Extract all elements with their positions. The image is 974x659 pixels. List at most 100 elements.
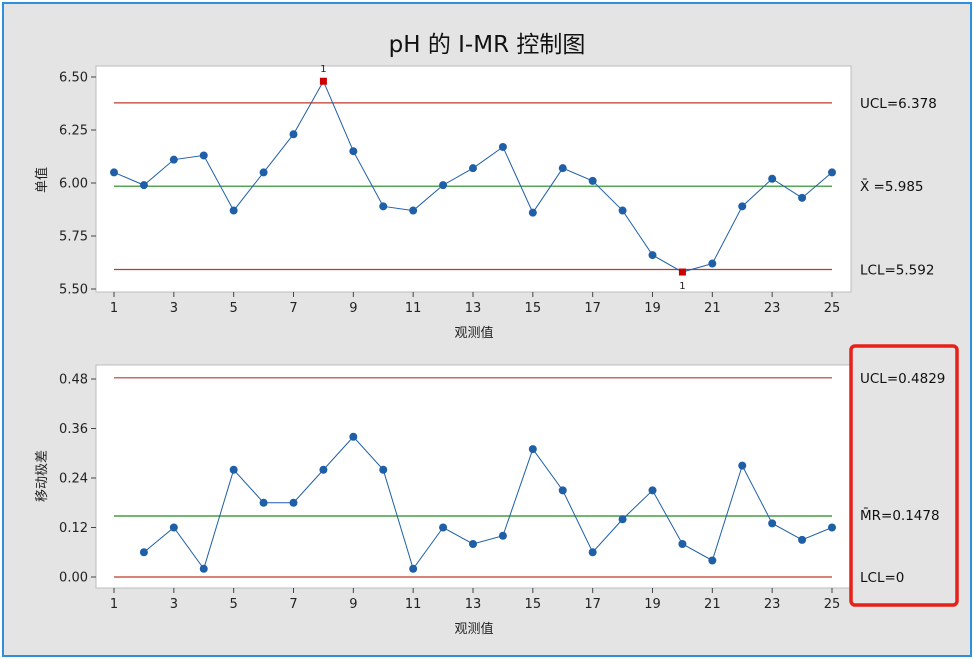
moving-range-x-tick-label: 5 (230, 597, 238, 612)
moving-range-data-point (319, 465, 328, 474)
highlight-box (849, 344, 959, 607)
individuals-data-point (828, 168, 836, 177)
moving-range-data-point (379, 465, 388, 474)
individuals-data-point (169, 155, 178, 164)
moving-range-data-point (469, 540, 477, 548)
moving-range-x-tick-label: 13 (465, 597, 482, 612)
moving-range-x-axis-label: 观测值 (454, 621, 493, 637)
individuals-flag-label: 1 (679, 281, 685, 292)
moving-range-y-tick-label: 0.36 (59, 422, 88, 437)
individuals-data-point (708, 259, 717, 268)
individuals-data-point (199, 151, 208, 160)
individuals-x-tick-label: 17 (584, 301, 601, 316)
moving-range-data-point (798, 535, 807, 544)
moving-range-x-tick-label: 9 (349, 597, 357, 612)
individuals-x-tick-label: 5 (230, 301, 238, 316)
moving-range-x-tick-label: 25 (824, 597, 841, 612)
moving-range-x-tick-label: 21 (704, 597, 721, 612)
individuals-y-tick-label: 5.50 (59, 283, 88, 298)
individuals-data-point (618, 206, 627, 215)
individuals-y-axis-label: 单值 (34, 167, 50, 193)
moving-range-lcl-label: LCL=0 (860, 570, 904, 586)
individuals-data-point (439, 181, 448, 190)
moving-range-y-tick-label: 0.24 (59, 472, 88, 487)
moving-range-data-point (678, 540, 687, 548)
individuals-x-tick-label: 7 (289, 301, 297, 316)
individuals-y-tick-label: 5.75 (59, 230, 88, 245)
individuals-data-point (528, 208, 537, 217)
individuals-plot-area (95, 65, 852, 293)
individuals-data-point (379, 202, 388, 211)
individuals-data-point (648, 251, 657, 260)
moving-range-x-tick-label: 7 (289, 597, 297, 612)
individuals-data-point (229, 206, 238, 215)
moving-range-ucl-label: UCL=0.4829 (860, 371, 945, 387)
individuals-lcl-label: LCL=5.592 (860, 262, 934, 278)
moving-range-data-point (409, 564, 418, 573)
moving-range-data-point (768, 519, 777, 528)
moving-range-data-point (349, 432, 358, 441)
moving-range-data-point (828, 523, 836, 532)
individuals-x-tick-label: 9 (349, 301, 357, 316)
moving-range-x-tick-label: 3 (170, 597, 178, 612)
individuals-x-axis-label: 观测值 (454, 325, 493, 341)
individuals-data-point (558, 164, 567, 173)
individuals-x-tick-label: 13 (465, 301, 482, 316)
moving-range-chart: 0.000.120.240.360.481 3 5 7 9 11 13 15 17 19 21 23 2… (59, 371, 945, 612)
moving-range-data-point (558, 486, 567, 495)
moving-range-data-point (588, 548, 597, 557)
moving-range-data-point (439, 523, 448, 532)
moving-range-data-point (169, 523, 178, 532)
individuals-flagged-point (678, 268, 686, 276)
moving-range-data-point (648, 486, 657, 495)
individuals-data-point (738, 202, 747, 211)
moving-range-x-tick-label: 15 (525, 597, 542, 612)
moving-range-y-tick-label: 0.00 (59, 571, 88, 586)
moving-range-series-line (143, 436, 833, 570)
individuals-x-tick-label: 23 (764, 301, 781, 316)
moving-range-plot-area (95, 364, 852, 589)
moving-range-data-point (498, 531, 507, 540)
individuals-ucl-label: UCL=6.378 (860, 96, 937, 112)
individuals-y-tick-label: 6.00 (59, 177, 88, 192)
moving-range-data-point (139, 548, 148, 557)
individuals-data-point (588, 176, 597, 185)
individuals-x-tick-label: 15 (525, 301, 542, 316)
individuals-data-point (259, 168, 268, 177)
individuals-data-point (349, 147, 358, 156)
moving-range-x-tick-label: 17 (584, 597, 601, 612)
individuals-x-tick-label: 25 (824, 301, 841, 316)
individuals-data-point (498, 142, 507, 151)
individuals-y-tick-label: 6.25 (59, 124, 88, 139)
moving-range-x-tick-label: 19 (644, 597, 661, 612)
moving-range-data-point (289, 498, 298, 507)
moving-range-y-axis-label: 移动极差 (35, 450, 50, 502)
moving-range-y-tick-label: 0.12 (59, 521, 88, 536)
moving-range-data-point (259, 498, 268, 507)
moving-range-data-point (199, 564, 208, 573)
moving-range-center-label: M̄R=0.1478 (860, 507, 940, 524)
individuals-y-tick-label: 6.50 (59, 71, 88, 86)
moving-range-y-tick-label: 0.48 (59, 373, 88, 388)
individuals-x-tick-label: 1 (110, 301, 118, 316)
individuals-data-point (768, 174, 777, 183)
individuals-flagged-point (319, 77, 327, 85)
moving-range-data-point (708, 556, 717, 565)
moving-range-data-point (738, 461, 747, 470)
individuals-x-tick-label: 3 (170, 301, 178, 316)
individuals-data-point (469, 164, 477, 173)
moving-range-data-point (229, 465, 238, 474)
individuals-data-point (798, 193, 807, 202)
individuals-data-point (139, 181, 148, 190)
moving-range-x-tick-label: 23 (764, 597, 781, 612)
individuals-x-tick-label: 19 (644, 301, 661, 316)
individuals-x-tick-label: 21 (704, 301, 721, 316)
individuals-x-tick-label: 11 (405, 301, 422, 316)
individuals-data-point (289, 130, 298, 139)
individuals-center-label: X̄ =5.985 (860, 178, 924, 195)
chart-title: pH 的 I-MR 控制图 (389, 32, 586, 58)
moving-range-data-point (528, 445, 537, 454)
individuals-flag-label: 1 (320, 64, 326, 75)
individuals-chart: 5.505.756.006.256.501 3 5 7 9 11 13 15 17 19 21 23 2… (59, 64, 937, 316)
